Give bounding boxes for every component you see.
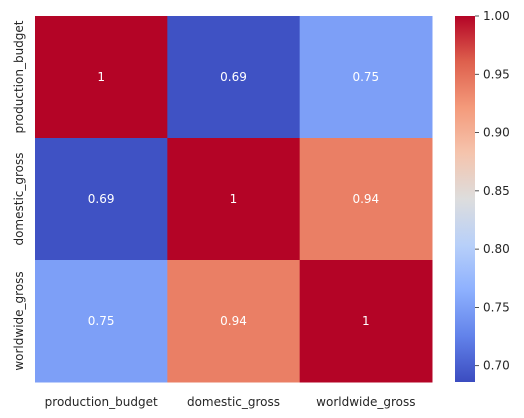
heatmap-cell-r1-c0 (35, 138, 168, 261)
x-tick-label-0: production_budget (45, 395, 158, 409)
x-tick-label-1: domestic_gross (187, 395, 280, 409)
heatmap-cell-r1-c1 (167, 138, 301, 261)
heatmap-cell-label-r1-c0: 0.69 (88, 192, 115, 206)
colorbar-tick-label-0: 0.70 (483, 359, 510, 373)
heatmap-cell-label-r1-c1: 1 (230, 192, 238, 206)
colorbar (455, 16, 475, 382)
x-tick-label-2: worldwide_gross (316, 395, 415, 409)
heatmap-cell-r1-c2 (299, 138, 433, 261)
heatmap-cell-r0-c2 (299, 16, 433, 139)
colorbar-tick-label-5: 0.95 (483, 67, 510, 81)
heatmap-cell-label-r2-c1: 0.94 (220, 314, 247, 328)
colorbar-tick-label-3: 0.85 (483, 184, 510, 198)
colorbar-ticks: 0.70 0.75 0.80 0.85 0.90 0.95 1.00 (475, 9, 510, 373)
colorbar-tick-label-2: 0.80 (483, 242, 510, 256)
y-tick-label-1: domestic_gross (12, 152, 26, 245)
colorbar-tick-label-1: 0.75 (483, 300, 510, 314)
y-axis-tick-labels: production_budget domestic_gross worldwide… (12, 20, 26, 370)
heatmap-cell-r2-c2 (299, 260, 433, 383)
colorbar-tick-label-6: 1.00 (483, 9, 510, 23)
y-tick-label-2: worldwide_gross (12, 271, 26, 370)
heatmap-cell-r0-c1 (167, 16, 301, 139)
heatmap-cell-label-r0-c1: 0.69 (220, 70, 247, 84)
heatmap-cell-r2-c1 (167, 260, 301, 383)
y-tick-label-0: production_budget (12, 20, 26, 133)
x-axis-tick-labels: production_budget domestic_gross worldwide… (45, 395, 416, 409)
heatmap-cell-label-r0-c0: 1 (97, 70, 105, 84)
heatmap-cells (35, 16, 433, 383)
heatmap-cell-label-r1-c2: 0.94 (352, 192, 379, 206)
heatmap-cell-r0-c0 (35, 16, 168, 139)
heatmap-cell-label-r2-c0: 0.75 (88, 314, 115, 328)
heatmap-cell-r2-c0 (35, 260, 168, 383)
colorbar-tick-label-4: 0.90 (483, 126, 510, 140)
heatmap-cell-labels: 1 0.69 0.75 0.69 1 0.94 0.75 0.94 1 (88, 70, 379, 328)
heatmap-cell-label-r0-c2: 0.75 (352, 70, 379, 84)
heatmap-cell-label-r2-c2: 1 (362, 314, 370, 328)
